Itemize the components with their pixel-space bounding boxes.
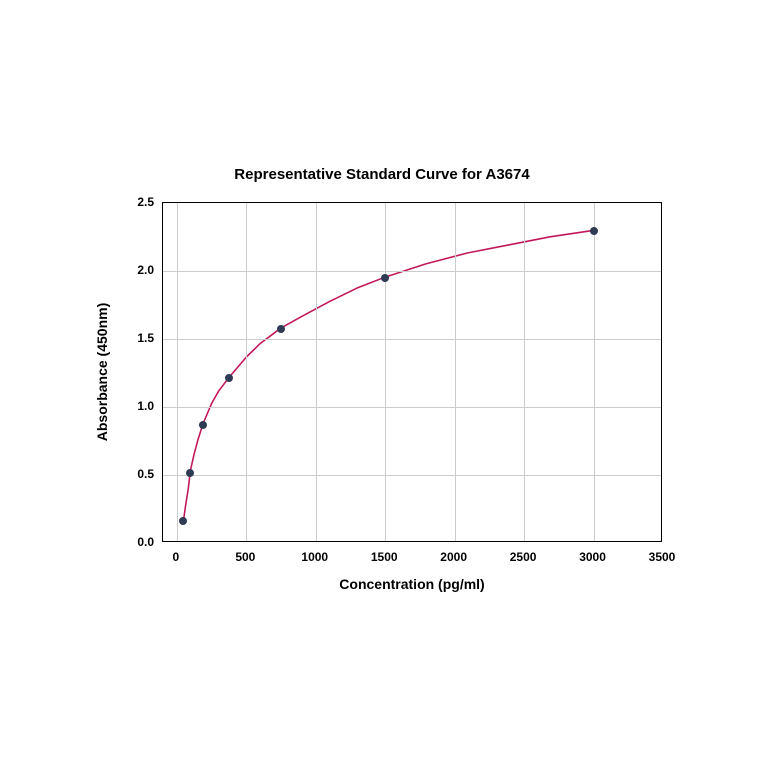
chart-title: Representative Standard Curve for A3674: [234, 166, 529, 183]
standard-curve-line: [163, 203, 661, 541]
data-point-marker: [225, 374, 233, 382]
y-tick-label: 0.0: [137, 535, 154, 549]
data-point-marker: [199, 421, 207, 429]
data-point-marker: [381, 274, 389, 282]
gridline-vertical: [246, 203, 247, 541]
x-axis-label: Concentration (pg/ml): [339, 576, 484, 592]
gridline-vertical: [594, 203, 595, 541]
gridline-horizontal: [163, 339, 661, 340]
data-point-marker: [179, 517, 187, 525]
x-tick-label: 2000: [440, 550, 467, 564]
gridline-vertical: [385, 203, 386, 541]
gridline-vertical: [455, 203, 456, 541]
x-tick-label: 3500: [649, 550, 676, 564]
gridline-horizontal: [163, 407, 661, 408]
x-tick-label: 500: [235, 550, 255, 564]
x-tick-label: 3000: [579, 550, 606, 564]
plot-area: [162, 202, 662, 542]
x-tick-label: 0: [173, 550, 180, 564]
y-tick-label: 1.0: [137, 399, 154, 413]
gridline-vertical: [316, 203, 317, 541]
data-point-marker: [590, 227, 598, 235]
gridline-horizontal: [163, 475, 661, 476]
x-tick-label: 1500: [371, 550, 398, 564]
y-tick-label: 0.5: [137, 467, 154, 481]
data-point-marker: [277, 325, 285, 333]
x-tick-label: 2500: [510, 550, 537, 564]
x-tick-label: 1000: [301, 550, 328, 564]
chart-container: Representative Standard Curve for A3674 …: [62, 142, 702, 622]
y-tick-label: 1.5: [137, 331, 154, 345]
y-tick-label: 2.5: [137, 195, 154, 209]
y-tick-label: 2.0: [137, 263, 154, 277]
gridline-vertical: [524, 203, 525, 541]
gridline-horizontal: [163, 271, 661, 272]
y-axis-label: Absorbance (450nm): [94, 303, 110, 441]
gridline-vertical: [177, 203, 178, 541]
data-point-marker: [186, 469, 194, 477]
